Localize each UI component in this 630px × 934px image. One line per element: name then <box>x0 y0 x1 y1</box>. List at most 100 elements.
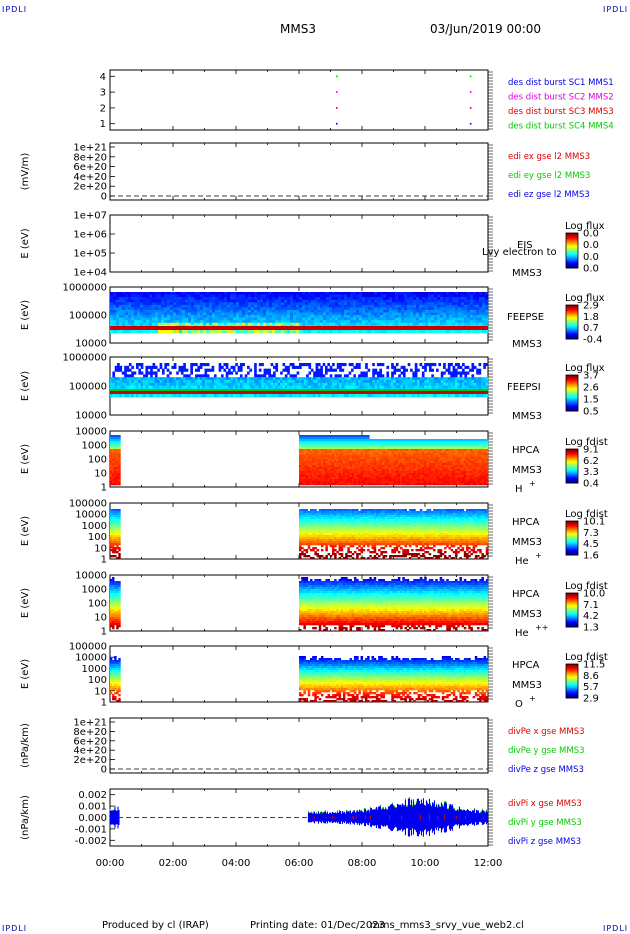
spectrogram-cell <box>466 394 470 398</box>
spectrogram-cell <box>479 315 483 318</box>
spectrogram-cell <box>278 322 282 326</box>
spectrogram-cell <box>296 382 300 386</box>
spectrogram-cell <box>421 377 425 381</box>
spectrogram-cell <box>340 439 344 442</box>
spectrogram-cell <box>275 322 279 326</box>
spectrogram-cell <box>455 330 459 334</box>
spectrogram-cell <box>391 363 394 367</box>
spectrogram-cell <box>360 380 364 384</box>
spectrogram-cell <box>331 435 335 438</box>
spectrogram-cell <box>256 394 260 398</box>
spectrogram-cell <box>393 394 397 398</box>
spectrogram-cell <box>309 457 313 460</box>
spectrogram-cell <box>257 322 261 326</box>
spectrogram-cell <box>277 394 281 398</box>
spectrogram-cell <box>327 451 331 454</box>
spectrogram-cell <box>265 380 269 384</box>
spectrogram-cell <box>230 322 234 326</box>
spectrogram-cell <box>362 479 366 482</box>
spectrogram-cell <box>417 377 420 381</box>
spectrogram-cell <box>368 299 372 303</box>
corner-label-bottom-right: IPDLI <box>603 924 629 933</box>
y-axis-label: (nPa/km) <box>20 723 31 768</box>
spectrogram-cell <box>230 382 234 386</box>
spectrogram-cell <box>236 302 240 306</box>
spectrogram-cell <box>362 394 366 398</box>
spectrogram-cell <box>356 297 360 300</box>
spectrogram-cell <box>119 309 123 313</box>
spectrogram-cell <box>290 297 294 300</box>
spectrogram-cell <box>325 457 328 460</box>
spectrogram-cell <box>329 297 333 300</box>
spectrogram-cell <box>194 320 198 324</box>
spectrogram-cell <box>327 368 331 372</box>
spectrogram-cell <box>299 481 302 484</box>
spectrogram-cell <box>244 377 248 381</box>
spectrogram-cell <box>245 322 249 326</box>
spectrogram-cell <box>419 294 423 298</box>
colorbar-feepsi-segment <box>566 407 578 410</box>
spectrogram-cell <box>155 330 159 334</box>
spectrogram-cell <box>324 368 328 372</box>
spectrogram-cell <box>445 368 449 372</box>
spectrogram-cell <box>327 457 331 460</box>
spectrogram-cell <box>395 307 399 311</box>
spacecraft-label: MMS3 <box>512 339 542 350</box>
spectrogram-cell <box>266 297 270 300</box>
spectrogram-cell <box>362 477 366 480</box>
spectrogram-cell <box>462 380 465 384</box>
spectrogram-cell <box>324 382 328 386</box>
spectrogram-cell <box>353 322 357 326</box>
spectrogram-cell <box>334 465 337 468</box>
spectrogram-cell <box>275 363 279 367</box>
y-tick-label: 10 <box>94 469 107 480</box>
spectrogram-cell <box>228 368 231 372</box>
spectrogram-cell <box>353 449 357 452</box>
spectrogram-cell <box>314 457 317 460</box>
spectrogram-cell <box>203 292 207 295</box>
spectrogram-cell <box>446 292 450 295</box>
spectrogram-cell <box>287 394 290 398</box>
spectrogram-cell <box>315 365 319 369</box>
spectrogram-cell <box>206 292 210 295</box>
spectrogram-cell <box>308 363 312 367</box>
spectrogram-cell <box>440 385 444 389</box>
spectrogram-cell <box>360 449 364 452</box>
spectrogram-cell <box>364 469 368 472</box>
spectrogram-cell <box>211 385 215 389</box>
spectrogram-cell <box>320 473 324 476</box>
spectrogram-cell <box>143 394 146 398</box>
spectrogram-cell <box>449 299 453 303</box>
spectrogram-cell <box>371 459 375 462</box>
spectrogram-cell <box>395 294 399 298</box>
spectrogram-cell <box>327 437 331 440</box>
spectrogram-cell <box>327 445 331 448</box>
spectrogram-cell <box>374 317 378 321</box>
spectrogram-cell <box>374 322 378 326</box>
spectrogram-cell <box>358 451 361 454</box>
spectrogram-cell <box>483 380 486 384</box>
spectrogram-cell <box>170 302 174 306</box>
spectrogram-cell <box>347 304 351 308</box>
spectrogram-cell <box>336 481 339 484</box>
spectrogram-cell <box>191 322 195 326</box>
spectrogram-cell <box>275 394 279 398</box>
spectrogram-cell <box>323 302 327 306</box>
spectrogram-cell <box>358 481 361 484</box>
spectrogram-cell <box>242 385 245 389</box>
spectrogram-cell <box>367 469 370 472</box>
spectrogram-cell <box>110 461 113 464</box>
colorbar-feepsi-tick-label: 2.6 <box>583 383 599 394</box>
spectrogram-cell <box>347 445 350 448</box>
spectrogram-cell <box>110 481 113 484</box>
spectrogram-cell <box>356 441 359 444</box>
spectrogram-cell <box>164 297 168 300</box>
spectrogram-cell <box>118 465 121 468</box>
spectrogram-cell <box>190 368 193 372</box>
spectrogram-cell <box>329 330 333 334</box>
spectrogram-cell <box>112 437 115 440</box>
spectrogram-cell <box>329 459 333 462</box>
spectrogram-cell <box>392 294 396 298</box>
spectrogram-cell <box>368 302 372 306</box>
spectrogram-cell <box>312 465 315 468</box>
